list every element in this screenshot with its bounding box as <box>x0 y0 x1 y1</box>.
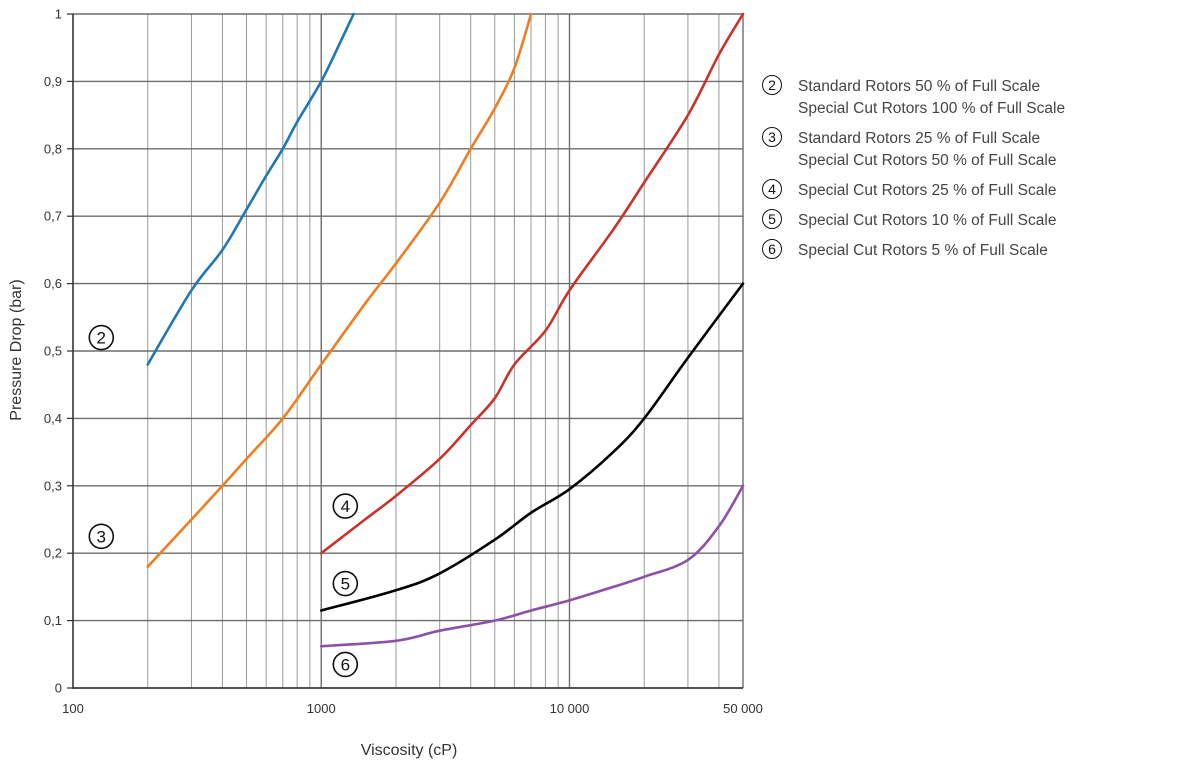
legend-text: Special Cut Rotors 5 % of Full Scale <box>798 240 1048 262</box>
y-tick-label: 0 <box>55 681 62 696</box>
y-tick-label: 0,3 <box>44 478 62 493</box>
series-marker-label-2: 2 <box>97 329 106 348</box>
legend-entry-2: 2 Standard Rotors 50 % of Full Scale Speci… <box>762 75 1192 120</box>
legend-text: Standard Rotors 25 % of Full Scale Specia… <box>798 128 1056 172</box>
tick-labels: 0 0,1 0,2 0,3 0,4 0,5 0,6 0,7 0,8 0,9 1 100 1000 10 0… <box>44 7 763 717</box>
legend-entry-5: 5 Special Cut Rotors 10 % of Full Scale <box>762 209 1192 232</box>
series-line-3 <box>146 12 533 568</box>
legend-line: Special Cut Rotors 10 % of Full Scale <box>798 212 1057 229</box>
x-tick-label: 10 000 <box>550 701 590 716</box>
series-marker-circle-4 <box>332 493 359 519</box>
legend-marker-2: 2 <box>762 75 782 95</box>
legend-marker-5: 5 <box>762 209 782 229</box>
y-tick-label: 1 <box>55 7 62 22</box>
series-marker-label-4: 4 <box>341 497 350 516</box>
series-line-5 <box>319 282 745 612</box>
legend-line: Special Cut Rotors 100 % of Full Scale <box>798 100 1066 117</box>
x-tick-label: 100 <box>62 701 84 716</box>
legend-marker-4: 4 <box>762 179 782 199</box>
x-tick-label: 50 000 <box>723 701 763 716</box>
legend-line: Special Cut Rotors 50 % of Full Scale <box>798 152 1057 169</box>
series-marker-circle-6 <box>332 651 359 678</box>
y-tick-label: 0,9 <box>44 74 62 89</box>
y-tick-label: 0,4 <box>44 411 62 426</box>
y-axis-title: Pressure Drop (bar) <box>8 279 25 420</box>
legend-entry-4: 4 Special Cut Rotors 25 % of Full Scale <box>762 179 1192 202</box>
series-line-4 <box>319 12 745 555</box>
series-markers: 2 3 4 5 6 <box>88 324 359 678</box>
legend-line: Standard Rotors 50 % of Full Scale <box>798 78 1041 95</box>
y-tick-label: 0,5 <box>44 344 62 359</box>
series-marker-label-5: 5 <box>341 575 350 594</box>
legend-text: Special Cut Rotors 10 % of Full Scale <box>798 210 1056 232</box>
y-tick-label: 0,8 <box>44 141 62 156</box>
series-marker-label-3: 3 <box>97 527 106 546</box>
y-tick-label: 0,1 <box>44 613 62 628</box>
series-line-2 <box>146 12 355 366</box>
legend-line: Standard Rotors 25 % of Full Scale <box>798 130 1041 147</box>
y-tick-label: 0,6 <box>44 276 62 291</box>
x-axis-title: Viscosity (cP) <box>361 742 458 759</box>
legend-marker-6: 6 <box>762 239 782 259</box>
legend-line: Special Cut Rotors 25 % of Full Scale <box>798 182 1057 199</box>
series-marker-circle-3 <box>88 523 115 550</box>
legend-marker-3: 3 <box>762 127 782 147</box>
x-tick-label: 1000 <box>307 701 336 716</box>
y-tick-label: 0,7 <box>44 209 62 224</box>
y-tick-label: 0,2 <box>44 546 62 561</box>
legend-line: Special Cut Rotors 5 % of Full Scale <box>798 242 1048 259</box>
legend-entry-6: 6 Special Cut Rotors 5 % of Full Scale <box>762 239 1192 262</box>
series-marker-circle-2 <box>88 324 115 351</box>
series-marker-label-6: 6 <box>341 655 350 674</box>
grid <box>72 13 744 689</box>
series-lines <box>146 12 745 648</box>
legend-text: Standard Rotors 50 % of Full Scale Specia… <box>798 76 1065 120</box>
legend: 2 Standard Rotors 50 % of Full Scale Speci… <box>762 75 1192 270</box>
series-line-6 <box>319 484 745 648</box>
legend-entry-3: 3 Standard Rotors 25 % of Full Scale Speci… <box>762 127 1192 172</box>
series-marker-circle-5 <box>332 570 359 597</box>
legend-text: Special Cut Rotors 25 % of Full Scale <box>798 180 1056 202</box>
